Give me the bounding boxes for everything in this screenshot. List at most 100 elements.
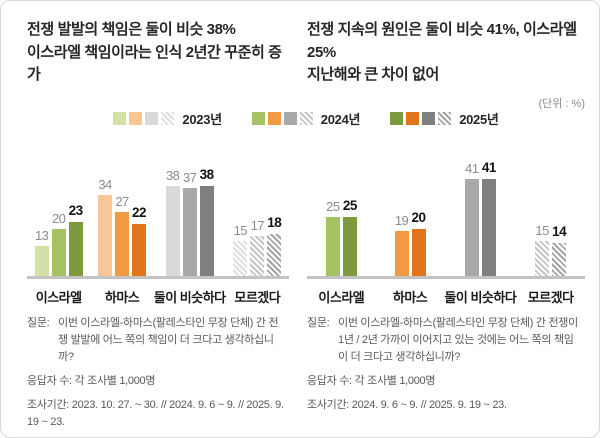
bar-col: 38 bbox=[199, 168, 215, 277]
bars: 34 27 22 bbox=[90, 132, 153, 277]
legend-swatch-israel_green bbox=[251, 112, 265, 125]
bar-value-label: 15 bbox=[535, 222, 549, 238]
bar-col: 15 bbox=[534, 224, 550, 277]
legend-swatch-similar_gray bbox=[145, 112, 159, 125]
bar-하마스-2024년 bbox=[115, 211, 130, 277]
left-question-label: 질문: bbox=[27, 316, 50, 329]
charts-row: 13 20 23 이스라엘 34 27 22 하마스 38 37 38 둘이 비슷하다 15 17 18 모르… bbox=[27, 132, 585, 431]
bar-value-label: 34 bbox=[98, 176, 112, 192]
right-question-label: 질문: bbox=[307, 316, 330, 329]
bar-group-모르겠다: 15 14 모르겠다 bbox=[516, 132, 585, 305]
titles-row: 전쟁 발발의 책임은 둘이 비슷 38% 이스라엘 책임이라는 인식 2년간 꾸… bbox=[27, 19, 585, 87]
bars: 15 14 bbox=[516, 132, 585, 277]
legend-swatch-dontknow_hatch bbox=[299, 112, 313, 125]
bars: 13 20 23 bbox=[27, 132, 90, 277]
bars: 41 41 bbox=[444, 132, 516, 277]
right-x-axis-line bbox=[307, 275, 585, 279]
bar-value-label: 25 bbox=[342, 198, 358, 213]
left-question-text: 이번 이스라엘-하마스(팔레스타인 무장 단체) 간 전쟁 발발에 어느 쪽의 … bbox=[58, 316, 279, 363]
category-label: 이스라엘 bbox=[35, 289, 82, 305]
unit-note: (단위 : %) bbox=[538, 97, 585, 110]
category-label: 이스라엘 bbox=[318, 289, 365, 305]
legend-year-label: 2024년 bbox=[320, 112, 361, 127]
left-respondents-line: 응답자 수: 각 조사별 1,000명 bbox=[27, 374, 156, 387]
legend-item-2024년: 2024년 bbox=[251, 109, 361, 128]
bar-모르겠다-2025년 bbox=[552, 242, 567, 277]
category-label: 둘이 비슷하다 bbox=[153, 289, 226, 305]
bar-group-이스라엘: 13 20 23 이스라엘 bbox=[27, 132, 90, 305]
bar-col: 41 bbox=[464, 162, 480, 277]
bar-이스라엘-2025년 bbox=[68, 221, 83, 277]
right-question-text: 이번 이스라엘-하마스(팔레스타인 무장 단체) 간 전쟁이 1년 / 2년 가… bbox=[338, 316, 578, 363]
bar-모르겠다-2024년 bbox=[250, 235, 265, 277]
bar-value-label: 22 bbox=[132, 205, 147, 220]
category-label: 하마스 bbox=[392, 289, 428, 305]
category-label: 둘이 비슷하다 bbox=[444, 289, 517, 305]
bar-모르겠다-2024년 bbox=[535, 240, 550, 277]
bar-col: 18 bbox=[266, 216, 282, 277]
bar-value-label: 41 bbox=[465, 160, 479, 176]
bar-col: 15 bbox=[232, 224, 248, 277]
bars: 25 25 bbox=[307, 132, 376, 277]
bar-value-label: 41 bbox=[481, 160, 497, 175]
right-chart-notes: 질문: 이번 이스라엘-하마스(팔레스타인 무장 단체) 간 전쟁이 1년 / … bbox=[307, 315, 585, 414]
category-label: 모르겠다 bbox=[527, 289, 574, 305]
credit: 한국리서치 정기조사 여론 속의 여론 bbox=[27, 431, 585, 437]
category-label: 모르겠다 bbox=[234, 289, 281, 305]
bar-value-label: 23 bbox=[68, 203, 84, 218]
bar-group-이스라엘: 25 25 이스라엘 bbox=[307, 132, 376, 305]
legend-swatch-similar_gray bbox=[283, 112, 297, 125]
legend-item-2025년: 2025년 bbox=[390, 109, 499, 128]
bar-모르겠다-2025년 bbox=[267, 233, 282, 277]
bar-이스라엘-2023년 bbox=[34, 245, 49, 277]
bar-value-label: 20 bbox=[411, 210, 427, 225]
left-chart-notes: 질문: 이번 이스라엘-하마스(팔레스타인 무장 단체) 간 전쟁 발발에 어느… bbox=[27, 315, 289, 431]
legend-swatch-hamas_orange bbox=[406, 112, 420, 125]
bar-둘이 비슷하다-2025년 bbox=[199, 185, 214, 277]
right-period-line: 조사기간: 2024. 9. 6 ~ 9. // 2025. 9. 19 ~ 2… bbox=[307, 398, 507, 411]
bar-col: 27 bbox=[114, 195, 130, 277]
bar-value-label: 19 bbox=[394, 212, 409, 228]
bar-col: 14 bbox=[551, 225, 567, 277]
left-chart-title-line1: 전쟁 발발의 책임은 둘이 비슷 38% bbox=[27, 21, 236, 38]
legend-year-label: 2025년 bbox=[459, 112, 499, 127]
bar-이스라엘-2024년 bbox=[51, 228, 66, 277]
bar-이스라엘-2025년 bbox=[342, 216, 357, 277]
bar-value-label: 17 bbox=[250, 217, 265, 233]
bar-col: 38 bbox=[165, 169, 181, 277]
right-chart-title: 전쟁 지속의 원인은 둘이 비슷 41%, 이스라엘 25% 지난해와 큰 차이… bbox=[307, 19, 585, 87]
bar-둘이 비슷하다-2025년 bbox=[481, 178, 496, 277]
bars: 15 17 18 bbox=[226, 132, 289, 277]
bar-value-label: 13 bbox=[34, 227, 49, 243]
bar-group-둘이 비슷하다: 38 37 38 둘이 비슷하다 bbox=[153, 132, 226, 305]
left-chart-title-line2: 이스라엘 책임이라는 인식 2년간 꾸준히 증가 bbox=[27, 43, 282, 84]
bar-value-label: 38 bbox=[165, 167, 180, 183]
bar-group-모르겠다: 15 17 18 모르겠다 bbox=[226, 132, 289, 305]
bar-col: 25 bbox=[342, 199, 358, 277]
bar-col: 13 bbox=[34, 229, 50, 277]
left-period-line: 조사기간: 2023. 10. 27. ~ 30. // 2024. 9. 6 … bbox=[27, 398, 284, 428]
left-chart-title: 전쟁 발발의 책임은 둘이 비슷 38% 이스라엘 책임이라는 인식 2년간 꾸… bbox=[27, 19, 289, 87]
bar-col: 37 bbox=[182, 171, 198, 277]
category-label: 하마스 bbox=[104, 289, 140, 305]
left-x-axis-line bbox=[27, 275, 289, 279]
bar-value-label: 38 bbox=[199, 167, 215, 182]
bar-이스라엘-2024년 bbox=[325, 216, 340, 277]
bar-value-label: 20 bbox=[51, 210, 66, 226]
right-respondents-line: 응답자 수: 각 조사별 1,000명 bbox=[307, 374, 436, 387]
bar-value-label: 18 bbox=[267, 215, 282, 230]
legend-year-label: 2023년 bbox=[182, 112, 222, 127]
bar-group-둘이 비슷하다: 41 41 둘이 비슷하다 bbox=[444, 132, 517, 305]
legend-swatch-israel_green bbox=[390, 112, 404, 125]
bar-value-label: 37 bbox=[182, 169, 197, 185]
bar-group-하마스: 19 20 하마스 bbox=[376, 132, 445, 305]
legend: 2023년 2024년 2025년 bbox=[27, 110, 585, 128]
bar-모르겠다-2023년 bbox=[233, 240, 248, 277]
legend-swatch-israel_green bbox=[113, 112, 127, 125]
bars: 38 37 38 bbox=[154, 132, 226, 277]
legend-swatch-hamas_orange bbox=[267, 112, 281, 125]
bar-둘이 비슷하다-2024년 bbox=[464, 178, 479, 277]
bar-하마스-2023년 bbox=[98, 194, 113, 277]
bar-group-하마스: 34 27 22 하마스 bbox=[90, 132, 153, 305]
